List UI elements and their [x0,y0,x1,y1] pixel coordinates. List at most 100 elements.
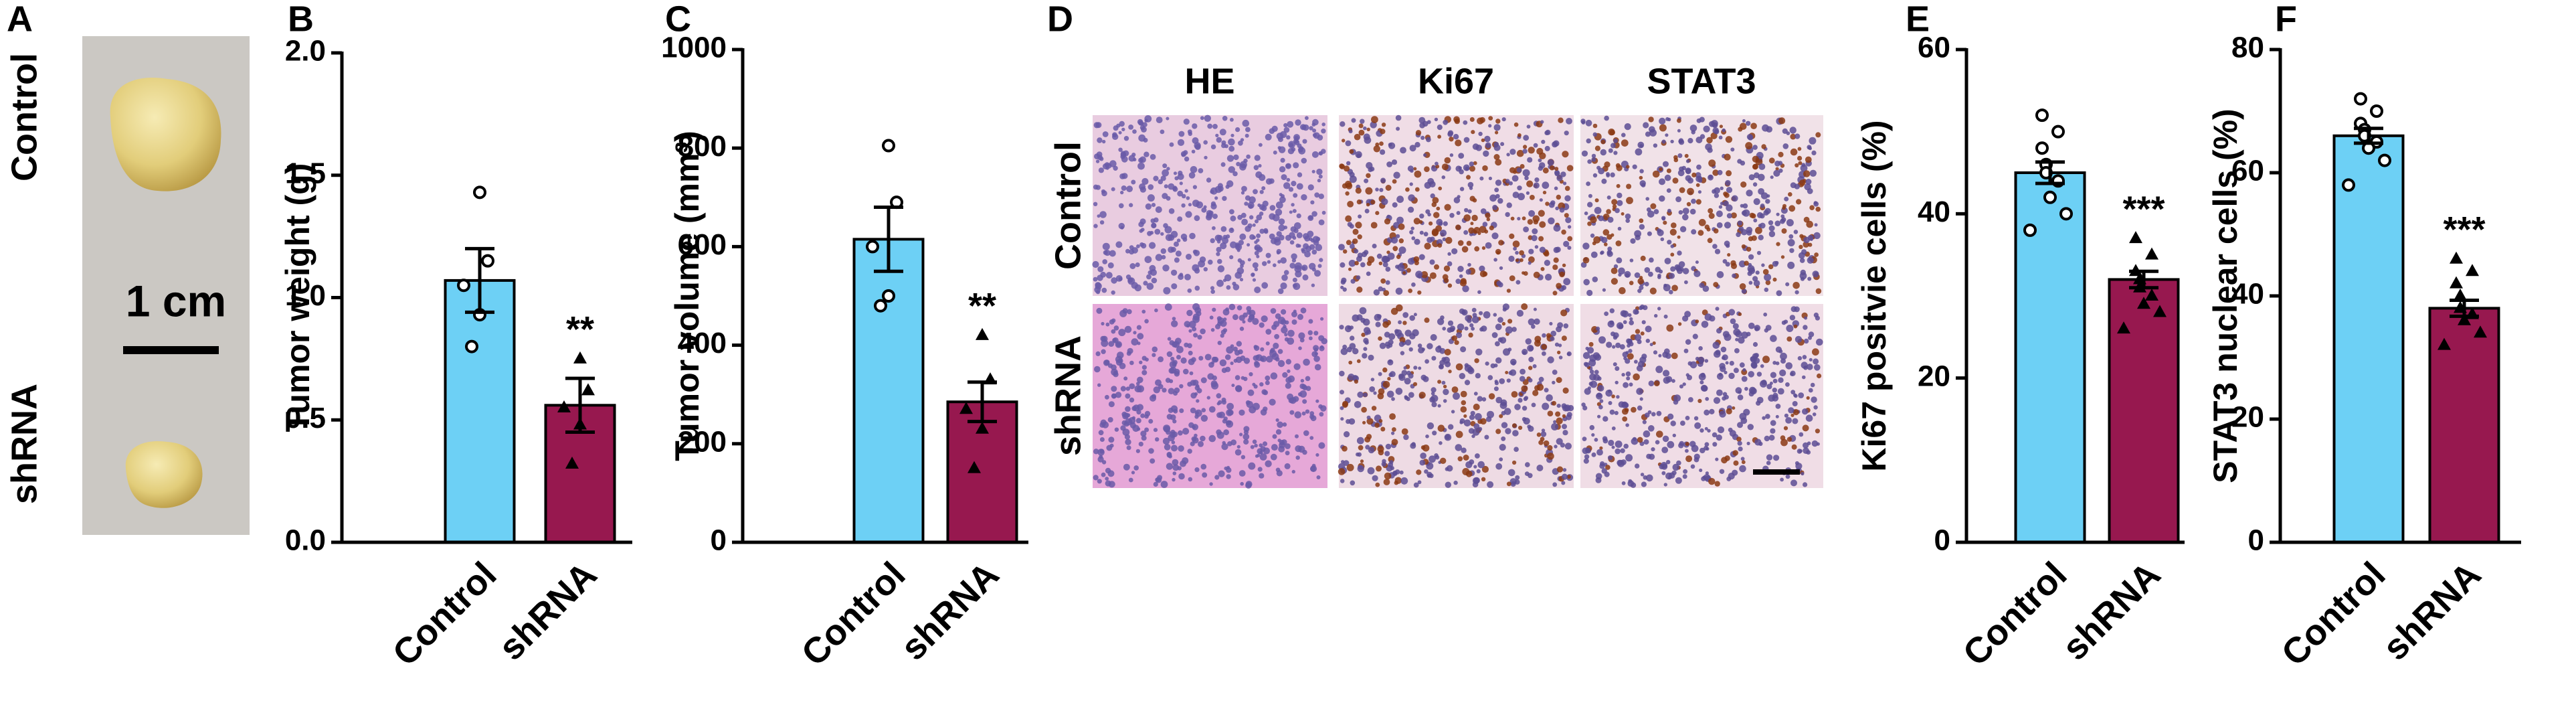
nucleus [1669,228,1677,236]
nucleus [1772,361,1777,365]
nucleus [1741,289,1747,294]
nucleus [1661,139,1666,144]
nucleus [1108,481,1115,488]
nucleus [1226,420,1234,428]
nucleus [1373,145,1380,153]
nucleus [1473,465,1477,469]
nucleus [1274,333,1279,339]
nucleus [1768,264,1774,270]
nucleus [1593,374,1600,381]
nucleus [1563,240,1570,247]
nucleus [1465,315,1472,322]
nucleus [1178,430,1183,436]
nucleus [1719,125,1723,129]
nucleus [1218,470,1225,477]
nucleus [1540,120,1544,124]
nucleus [1295,119,1301,126]
nucleus [1289,210,1293,214]
nucleus [1109,250,1116,257]
nucleus [1752,155,1759,163]
nucleus [1125,386,1131,391]
nucleus [1444,157,1451,164]
nucleus [1786,325,1794,332]
nucleus [1673,157,1679,163]
nucleus [1351,118,1356,123]
nucleus [1185,211,1192,218]
nucleus [1661,217,1665,221]
nucleus [1488,393,1495,400]
nucleus [1281,309,1287,315]
nucleus [1741,460,1746,465]
nucleus [1299,383,1305,390]
nucleus [1413,167,1417,171]
nucleus [1265,341,1270,345]
data-point [968,461,981,473]
nucleus [1172,187,1177,191]
x-tick-label: Control [1955,554,2074,674]
nucleus [1226,234,1230,239]
nucleus [1162,264,1170,272]
nucleus [1166,116,1170,121]
nucleus [1131,338,1139,346]
nucleus [1270,308,1277,314]
nucleus [1259,451,1263,455]
nucleus [1313,355,1320,362]
nucleus [1239,278,1244,282]
nucleus [1162,388,1167,393]
nucleus [1626,183,1632,189]
nucleus [1538,158,1542,163]
nucleus [1379,187,1384,192]
nucleus [1113,165,1118,171]
nucleus [1136,244,1140,248]
error-bar [2129,269,2158,290]
nucleus [1613,362,1617,367]
nucleus [1143,281,1148,286]
nucleus [1247,243,1251,247]
nucleus [1374,313,1382,321]
nucleus [1485,212,1491,218]
nucleus [1308,237,1313,241]
nucleus [1437,243,1443,248]
nucleus [1549,165,1555,171]
nucleus [1644,267,1651,273]
nucleus [1697,190,1701,194]
nucleus [1456,211,1461,216]
nucleus [1785,474,1790,479]
nucleus [1532,228,1538,234]
nucleus [1716,389,1723,396]
nucleus [1551,423,1559,430]
nucleus [1678,138,1684,143]
nucleus [1481,246,1486,250]
nucleus [1455,430,1463,439]
nucleus [1287,375,1295,383]
nucleus [1138,441,1143,447]
nucleus [1391,159,1398,165]
nucleus [1651,412,1656,416]
nucleus [1463,214,1471,222]
nucleus [1318,174,1323,179]
nucleus [1171,283,1178,290]
nucleus [1291,311,1297,317]
nucleus [1220,320,1227,327]
nucleus [1153,428,1158,432]
nucleus [1265,329,1272,335]
nucleus [1414,238,1420,245]
nucleus [1543,440,1550,447]
nucleus [1239,432,1243,437]
nucleus [1584,388,1591,395]
nucleus [1125,439,1131,445]
nucleus [1533,182,1540,189]
nucleus [1375,187,1379,191]
nucleus [1677,153,1683,158]
nucleus [1813,312,1819,318]
nucleus [1495,179,1502,186]
nucleus [1495,248,1501,255]
nucleus [1641,481,1647,487]
nucleus [1656,410,1662,416]
nucleus [1210,144,1216,150]
nucleus [1437,125,1443,131]
nucleus [1273,150,1277,155]
y-tick-label: 80 [2231,31,2264,64]
nucleus [1414,187,1420,192]
nucleus [1282,372,1288,378]
